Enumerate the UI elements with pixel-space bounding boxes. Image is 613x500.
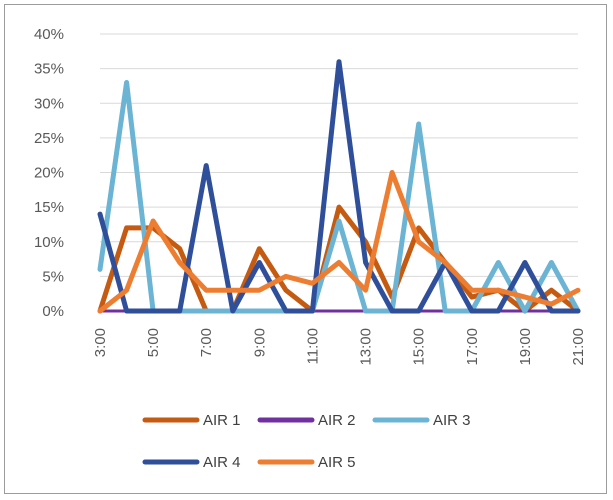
x-tick-label: 19:00: [517, 328, 534, 366]
x-axis-tick-labels: 3:00 5:00 7:00 9:00 11:00 13:00 15:00 17:00 19:0…: [92, 328, 587, 366]
series-line-air-4: [97, 59, 581, 314]
legend-label-air-1: AIR 1: [203, 412, 241, 429]
x-tick-label: 11:00: [304, 328, 321, 364]
x-tick-label: 13:00: [358, 328, 375, 366]
y-tick-label: 35%: [34, 61, 64, 78]
x-tick-label: 17:00: [464, 328, 481, 366]
y-tick-label: 10%: [34, 234, 64, 251]
legend-label-air-4: AIR 4: [203, 454, 241, 471]
series-line-air-5: [97, 170, 581, 314]
legend-label-air-2: AIR 2: [318, 412, 356, 429]
series-lines: [97, 59, 581, 314]
x-tick-label: 15:00: [411, 328, 428, 366]
x-tick-label: 7:00: [198, 328, 215, 357]
legend-label-air-3: AIR 3: [433, 412, 471, 429]
y-tick-label: 15%: [34, 199, 64, 216]
x-tick-label: 3:00: [92, 328, 109, 357]
legend-label-air-5: AIR 5: [318, 454, 356, 471]
y-tick-label: 0%: [42, 303, 64, 320]
y-tick-label: 40%: [34, 26, 64, 43]
x-tick-label: 21:00: [570, 328, 587, 366]
x-tick-label: 5:00: [145, 328, 162, 357]
x-tick-label: 9:00: [251, 328, 268, 357]
y-tick-label: 30%: [34, 95, 64, 112]
y-tick-label: 20%: [34, 165, 64, 182]
y-tick-label: 25%: [34, 130, 64, 147]
y-axis-tick-labels: 0% 5% 10% 15% 20% 25% 30% 35% 40%: [34, 26, 64, 320]
legend: AIR 1 AIR 2 AIR 3 AIR 4 AIR 5: [142, 412, 471, 471]
y-tick-label: 5%: [42, 268, 64, 285]
